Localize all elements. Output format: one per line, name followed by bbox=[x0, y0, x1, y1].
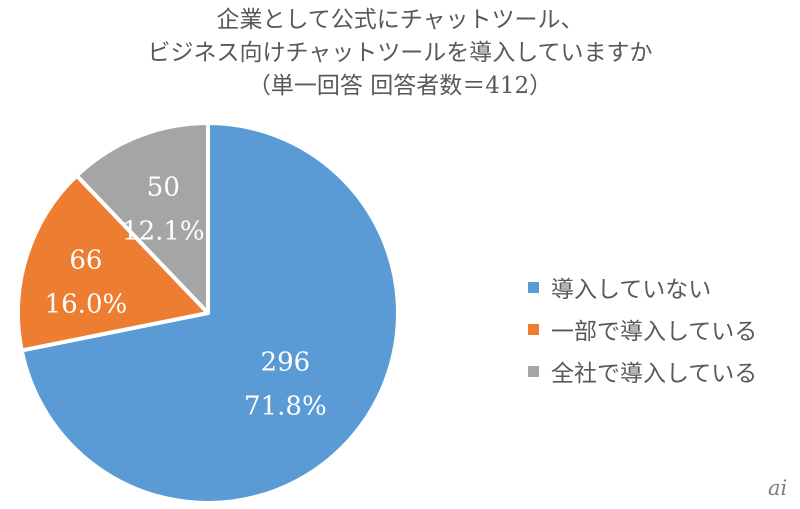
slice-value-label-2: 50 bbox=[147, 173, 180, 203]
chart-title: 企業として公式にチャットツール、 ビジネス向けチャットツールを導入していますか … bbox=[0, 4, 800, 103]
watermark-logo: ai bbox=[768, 476, 788, 500]
pie-slice-2 bbox=[74, 121, 210, 315]
title-line-2: ビジネス向けチャットツールを導入していますか bbox=[147, 40, 653, 66]
slice-value-label-0: 296 bbox=[261, 347, 311, 377]
legend-item-not-introduced: 導入していない bbox=[528, 272, 757, 303]
legend-label-company-wide: 全社で導入している bbox=[551, 361, 758, 387]
legend-label-not-introduced: 導入していない bbox=[551, 277, 712, 303]
legend-item-company-wide: 全社で導入している bbox=[528, 356, 758, 387]
pie-slice-1 bbox=[16, 173, 210, 353]
legend-swatch-not-introduced bbox=[528, 281, 539, 293]
legend-swatch-company-wide bbox=[528, 365, 539, 377]
slice-percent-label-2: 12.1% bbox=[122, 217, 205, 247]
slice-percent-label-0: 71.8% bbox=[244, 391, 327, 421]
slice-value-label-1: 66 bbox=[69, 246, 102, 276]
title-line-1: 企業として公式にチャットツール、 bbox=[216, 7, 584, 33]
legend: 導入していない 一部で導入している 全社で導入している bbox=[528, 272, 757, 398]
legend-item-partial: 一部で導入している bbox=[528, 314, 758, 345]
slice-percent-label-1: 16.0% bbox=[45, 290, 128, 320]
legend-label-partial: 一部で導入している bbox=[551, 319, 758, 345]
title-line-3: （単一回答 回答者数＝412） bbox=[247, 73, 553, 99]
legend-swatch-partial bbox=[528, 323, 539, 335]
